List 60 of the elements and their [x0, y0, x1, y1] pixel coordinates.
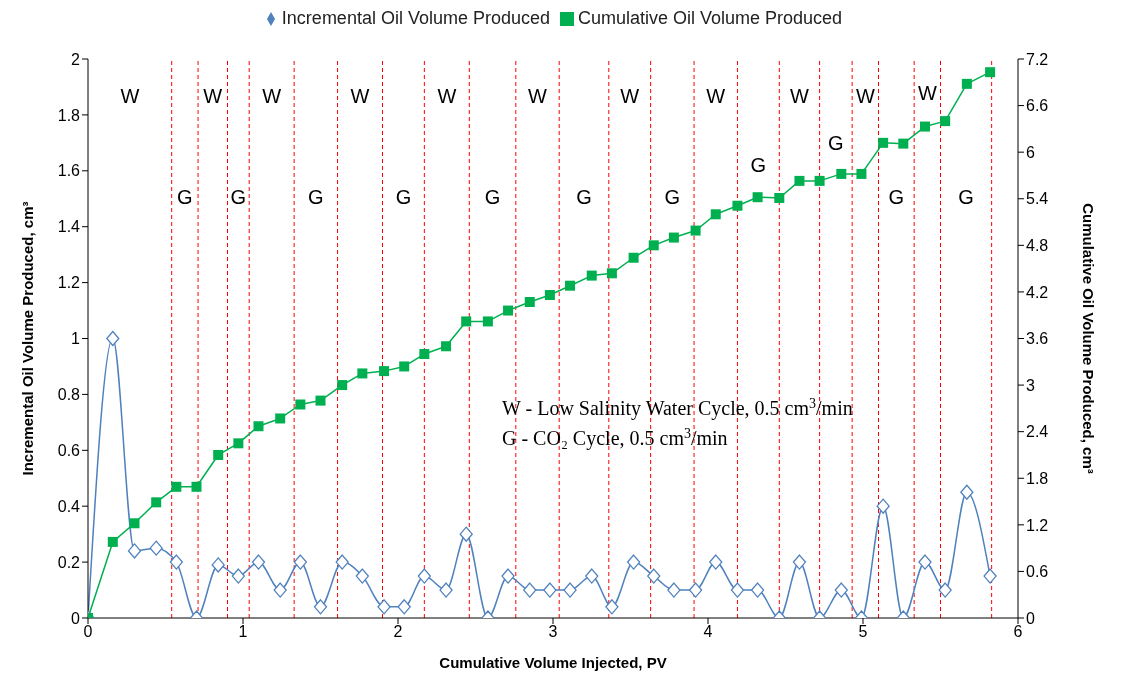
- x-tick-label: 1: [238, 623, 248, 641]
- annotation: W: [120, 85, 140, 108]
- annotation: G - CO₂ Cycle, 0.5 cm$^{3}$/min: [502, 425, 728, 450]
- y-tick-label: 1.6: [57, 162, 81, 180]
- x-tick-label: 2: [393, 623, 403, 641]
- y2-tick-label: 6.6: [1026, 97, 1049, 115]
- y2-tick-label: 5.4: [1026, 190, 1049, 208]
- annotation: G: [308, 186, 324, 209]
- annotation: G: [828, 132, 844, 155]
- annotation: G: [664, 186, 681, 209]
- y2-tick-label: 0: [1026, 609, 1035, 627]
- y-tick-label: 1.8: [57, 106, 81, 124]
- annotation: G: [750, 153, 767, 176]
- annotation: G: [888, 186, 905, 209]
- y2-tick-label: 3: [1026, 376, 1035, 394]
- x-tick-label: 5: [858, 623, 868, 641]
- y2-tick-label: 3.6: [1026, 330, 1049, 348]
- y2-tick-label: 6: [1026, 143, 1035, 161]
- y-tick-label: 2: [71, 50, 81, 68]
- x-tick-label: 3: [548, 623, 558, 641]
- annotation: G: [576, 186, 592, 209]
- annotation: W: [917, 82, 937, 105]
- y2-tick-label: 4.2: [1026, 283, 1049, 301]
- annotation: G: [484, 186, 501, 209]
- legend-label: Cumulative Oil Volume Produced: [578, 8, 843, 28]
- y-tick-label: 1.2: [57, 274, 81, 292]
- annotation: W: [790, 85, 809, 108]
- y-tick-label: 0.4: [57, 497, 81, 515]
- y2-axis-title: Cumulative Oil Volume Produced, cm³: [1079, 203, 1097, 474]
- legend-label: Incremental Oil Volume Produced: [281, 8, 550, 28]
- annotation: W - Low Salinity Water Cycle, 0.5 cm$^{3}$/min: [502, 395, 853, 420]
- annotation: W: [262, 85, 282, 108]
- y-tick-label: 1: [71, 330, 81, 348]
- annotation: W: [706, 85, 726, 108]
- annotation: W: [620, 85, 640, 108]
- y2-tick-label: 7.2: [1026, 50, 1049, 68]
- y2-tick-label: 1.2: [1026, 516, 1049, 534]
- annotation: G: [177, 186, 193, 209]
- annotation: W: [203, 85, 223, 108]
- y-tick-label: 0: [71, 609, 81, 627]
- y2-tick-label: 2.4: [1026, 423, 1049, 441]
- x-tick-label: 4: [703, 623, 713, 641]
- y-tick-label: 0.6: [57, 441, 81, 459]
- y2-tick-label: 4.8: [1026, 237, 1049, 255]
- annotation: W: [350, 85, 370, 108]
- annotation: W: [437, 85, 457, 108]
- annotation: G: [230, 186, 247, 209]
- annotation: W: [855, 85, 875, 108]
- y-tick-label: 1.4: [57, 218, 81, 236]
- y-tick-label: 0.2: [57, 553, 81, 571]
- annotation: G: [395, 186, 412, 209]
- y2-tick-label: 0.6: [1026, 563, 1049, 581]
- x-tick-label: 0: [83, 623, 93, 641]
- annotation: W: [528, 85, 548, 108]
- y-axis-title: Incremental Oil Volume Produced, cm³: [19, 201, 37, 476]
- x-tick-label: 6: [1013, 623, 1023, 641]
- y2-tick-label: 1.8: [1026, 469, 1049, 487]
- x-axis-title: Cumulative Volume Injected, PV: [439, 654, 667, 671]
- y-tick-label: 0.8: [57, 386, 81, 404]
- annotation: G: [958, 186, 974, 209]
